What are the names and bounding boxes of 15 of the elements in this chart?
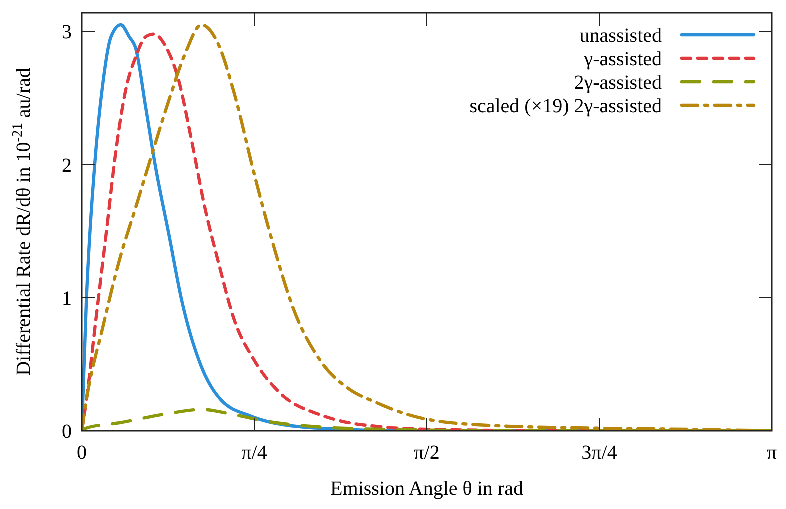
x-tick-label: π/2 — [414, 442, 440, 464]
y-tick-label: 3 — [62, 22, 72, 44]
x-tick-label: π/4 — [242, 442, 268, 464]
x-tick-label: π — [766, 442, 778, 464]
legend-label: unassisted — [580, 25, 662, 47]
legend-label: γ-assisted — [583, 48, 662, 70]
line-series — [82, 408, 772, 431]
legend-label: 2γ-assisted — [574, 72, 662, 94]
y-tick-label: 2 — [62, 154, 72, 177]
y-tick-label: 0 — [62, 421, 72, 443]
y-tick-label: 1 — [62, 288, 72, 310]
x-axis-title: Emission Angle θ in rad — [330, 478, 524, 500]
legend-label: scaled (×19) 2γ-assisted — [470, 96, 662, 118]
x-tick-label: 0 — [77, 442, 87, 464]
x-tick-label: 3π/4 — [582, 442, 618, 464]
